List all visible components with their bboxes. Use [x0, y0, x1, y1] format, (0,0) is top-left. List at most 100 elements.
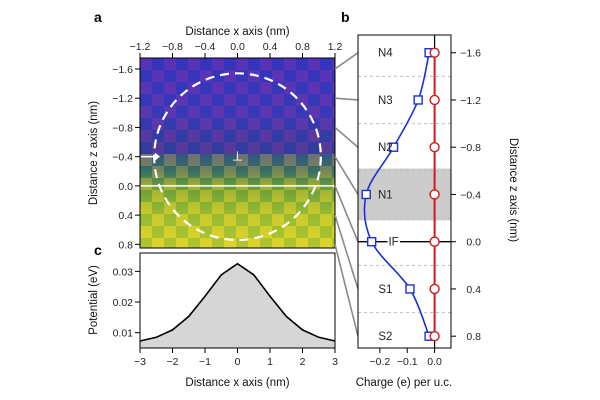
heatmap-cell — [236, 82, 248, 94]
y-tick-label: 0.02 — [113, 297, 134, 309]
heatmap-cell — [296, 214, 308, 226]
heatmap-cell — [188, 202, 200, 214]
heatmap-cell — [320, 190, 332, 202]
x-tick-label: 0 — [235, 356, 241, 368]
red-circle-marker — [429, 142, 440, 153]
heatmap-cell — [212, 118, 224, 130]
heatmap-cell — [296, 82, 308, 94]
heatmap-cell — [188, 154, 200, 166]
heatmap-cell — [332, 130, 335, 142]
heatmap-cell — [320, 82, 332, 94]
heatmap-cell — [308, 106, 320, 118]
heatmap-cell — [332, 178, 335, 190]
heatmap-cell — [212, 154, 224, 166]
connector-lines — [334, 52, 359, 337]
panel-a-heatmap: ⊥ −1.2 −0.8 −0.4 0.0 0.4 0.8 1.2 −1.6−1.2−0.8−… — [88, 26, 343, 251]
heatmap-cell — [164, 238, 176, 248]
heatmap-cell — [272, 154, 284, 166]
heatmap-cell — [152, 166, 164, 178]
y-tick-label: −0.4 — [460, 189, 481, 201]
heatmap-cell — [200, 130, 212, 142]
heatmap-cell — [140, 130, 152, 142]
heatmap-cell — [152, 190, 164, 202]
heatmap-cell — [176, 154, 188, 166]
heatmap-cell — [260, 166, 272, 178]
heatmap-cell — [212, 106, 224, 118]
y-tick-label: 0.4 — [118, 210, 133, 222]
heatmap-cell — [164, 82, 176, 94]
heatmap-cell — [236, 226, 248, 238]
heatmap-cell — [332, 214, 335, 226]
heatmap-cell — [236, 106, 248, 118]
panel-letter-c: c — [94, 242, 102, 258]
y-tick-label: −1.2 — [112, 93, 133, 105]
heatmap-cell — [296, 58, 308, 70]
heatmap-cell — [176, 130, 188, 142]
heatmap-cell — [200, 202, 212, 214]
connector-line — [334, 126, 359, 148]
heatmap-cell — [152, 58, 164, 70]
heatmap-cell — [248, 142, 260, 154]
heatmap-cell — [248, 94, 260, 106]
heatmap-cell — [152, 94, 164, 106]
heatmap-cell — [188, 130, 200, 142]
heatmap-cell — [140, 238, 152, 248]
x-tick-label: −0.8 — [162, 41, 183, 53]
heatmap-cell — [260, 82, 272, 94]
heatmap-cell — [284, 94, 296, 106]
heatmap-cell — [296, 118, 308, 130]
heatmap-cell — [188, 226, 200, 238]
heatmap-cell — [308, 82, 320, 94]
heatmap-cell — [224, 214, 236, 226]
heatmap-cell — [272, 58, 284, 70]
heatmap-cell — [176, 58, 188, 70]
heatmap-cell — [308, 154, 320, 166]
heatmap-cell — [320, 214, 332, 226]
heatmap-cell — [188, 190, 200, 202]
heatmap-cell — [308, 70, 320, 82]
heatmap-cell — [164, 154, 176, 166]
y-tick-label: 0.01 — [113, 328, 134, 340]
heatmap-cell — [140, 154, 152, 166]
panel-letter-a: a — [94, 9, 102, 25]
heatmap-cell — [272, 130, 284, 142]
heatmap-cell — [140, 166, 152, 178]
heatmap-cell — [332, 238, 335, 248]
heatmap-cell — [260, 202, 272, 214]
x-tick-label: 0.0 — [230, 41, 245, 53]
heatmap-cell — [260, 118, 272, 130]
heatmap-cell — [272, 178, 284, 190]
heatmap-cell — [188, 58, 200, 70]
heatmap-cell — [236, 238, 248, 248]
white-arrow-icon — [141, 152, 160, 161]
heatmap-cell — [200, 58, 212, 70]
heatmap-cell — [176, 238, 188, 248]
layer-label: IF — [388, 237, 398, 249]
heatmap-cell — [284, 190, 296, 202]
heatmap-cell — [296, 166, 308, 178]
heatmap-cell — [212, 82, 224, 94]
heatmap-cell — [332, 82, 335, 94]
heatmap-cell — [332, 166, 335, 178]
heatmap-cell — [140, 214, 152, 226]
heatmap-cell — [260, 238, 272, 248]
heatmap-cell — [140, 94, 152, 106]
heatmap-cell — [224, 226, 236, 238]
heatmap-cell — [176, 94, 188, 106]
heatmap-cell — [236, 154, 248, 166]
heatmap-cell — [236, 202, 248, 214]
heatmap-cell — [236, 166, 248, 178]
red-circle-marker — [429, 189, 440, 200]
heatmap-cell — [272, 226, 284, 238]
heatmap-cell — [260, 178, 272, 190]
heatmap-cell — [332, 202, 335, 214]
heatmap-cell — [332, 118, 335, 130]
heatmap-cell — [248, 190, 260, 202]
heatmap-cell — [152, 226, 164, 238]
heatmap-cell — [332, 58, 335, 70]
heatmap-cell — [164, 70, 176, 82]
x-tick-label: 1.2 — [328, 41, 343, 53]
heatmap-cell — [320, 106, 332, 118]
heatmap-cell — [164, 142, 176, 154]
